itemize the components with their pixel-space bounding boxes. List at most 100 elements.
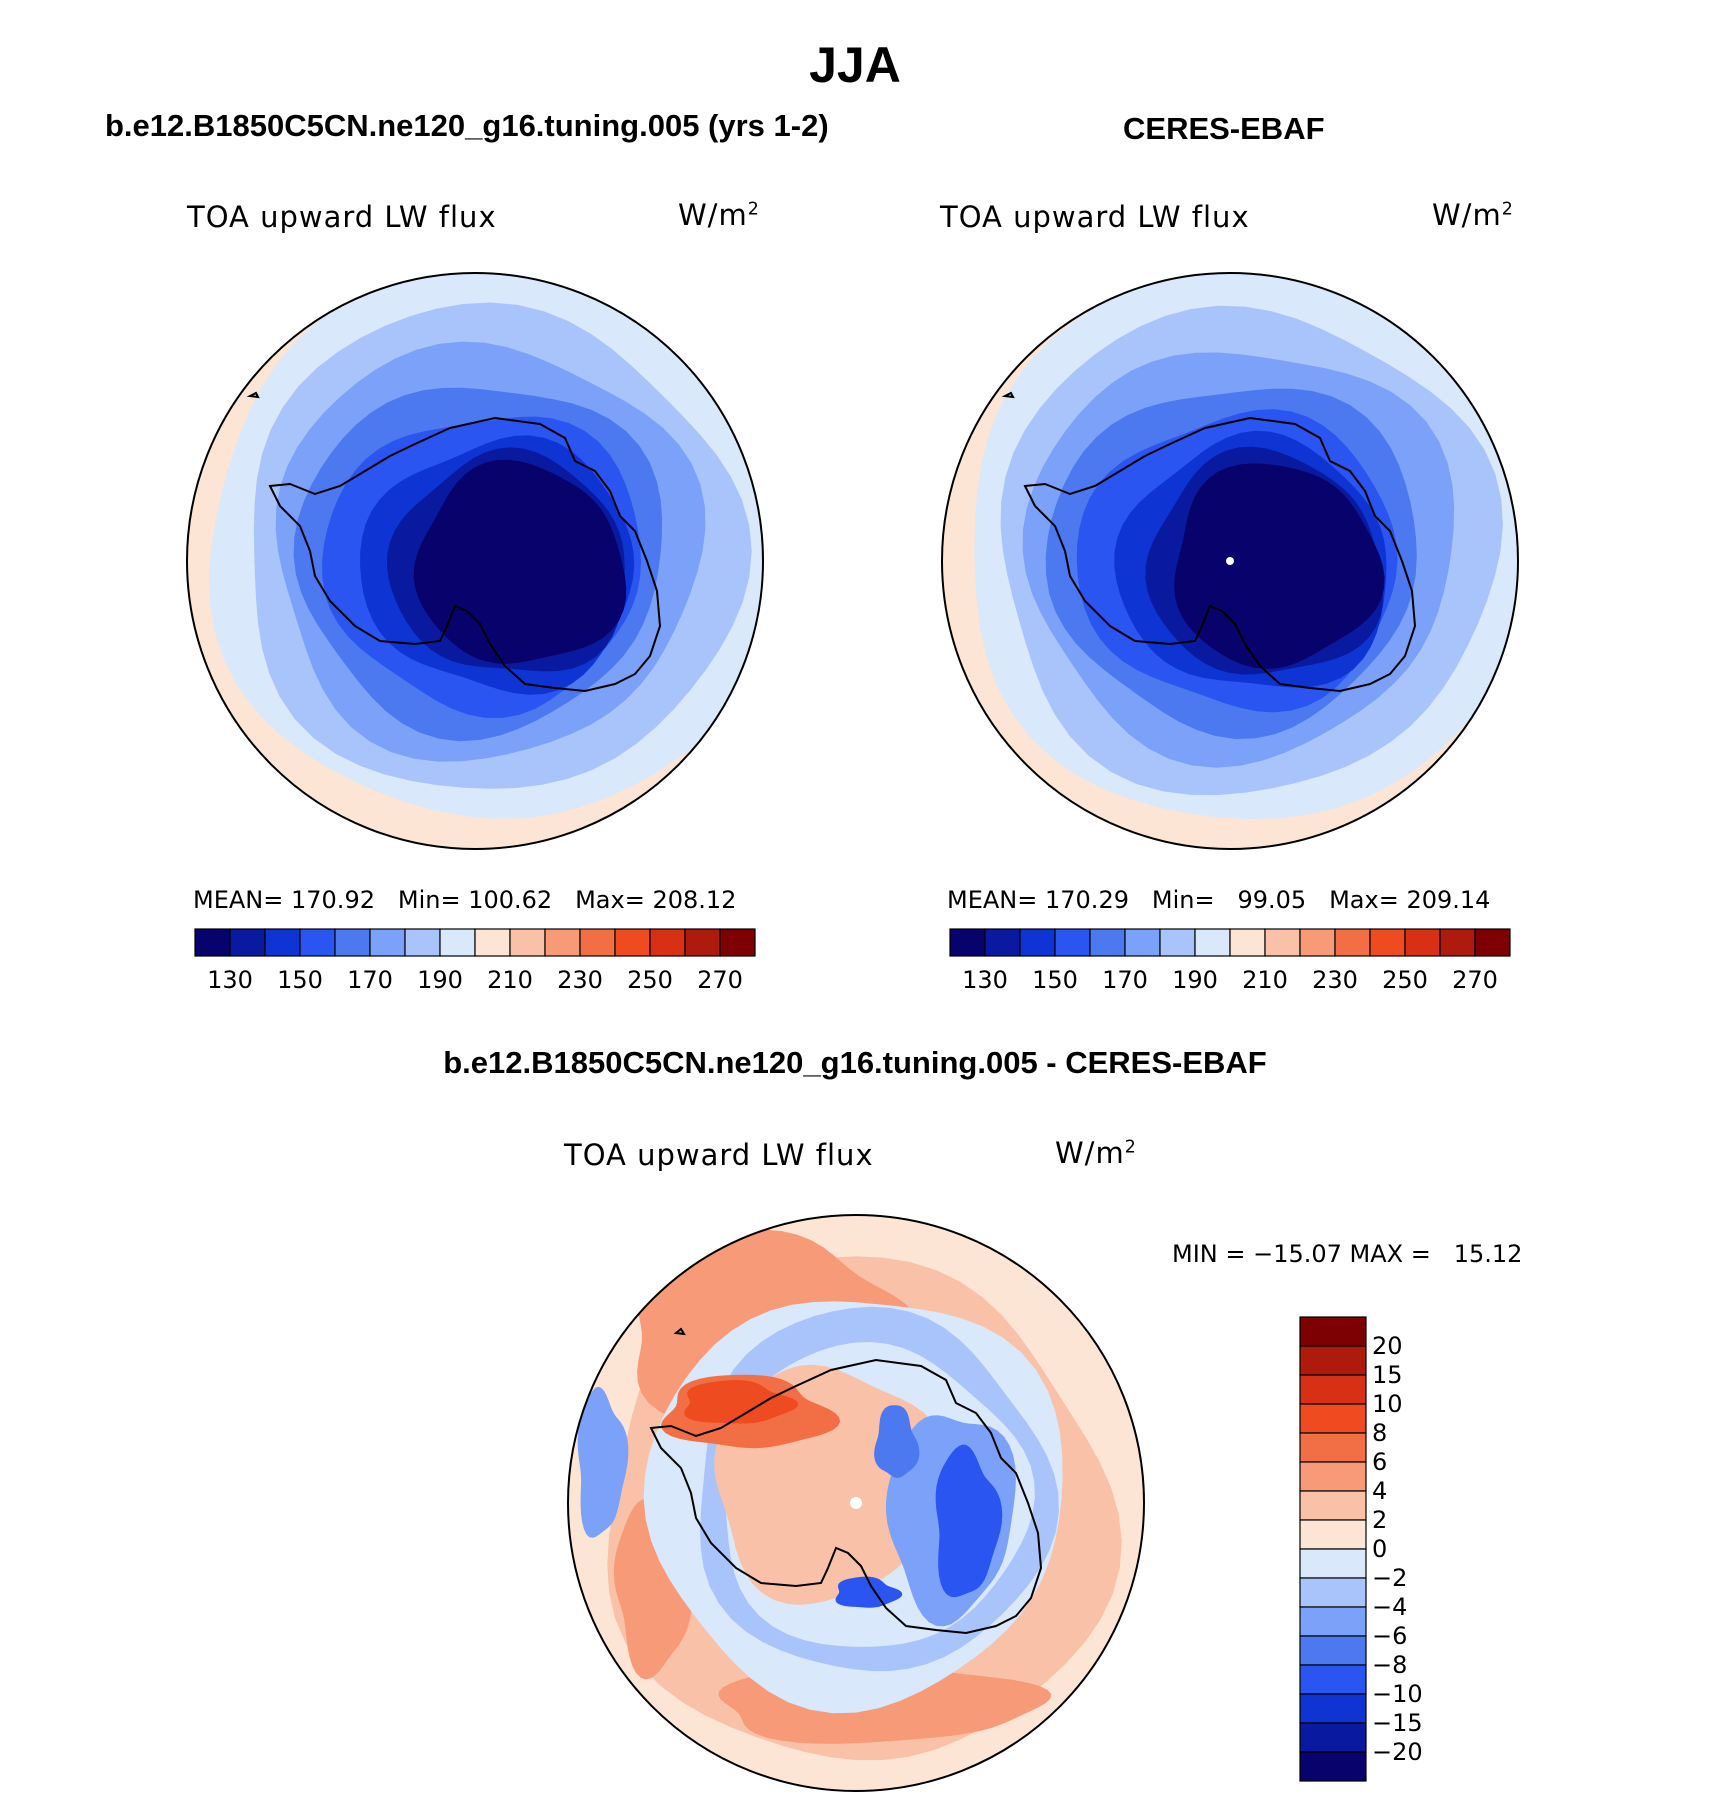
panel-3-minmax: MIN = −15.07 MAX = 15.12: [1172, 1240, 1523, 1268]
contour-band: [413, 459, 627, 664]
contour-band: [684, 1380, 799, 1424]
panel-1-polar-map: [186, 272, 764, 850]
colorbar-tick-label: −6: [1372, 1622, 1408, 1650]
panel-2-max-label: Max=: [1329, 886, 1399, 914]
panel-1-variable-label: TOA upward LW flux: [187, 200, 497, 234]
island-outline: [673, 1327, 686, 1336]
colorbar-tick-label: −15: [1372, 1709, 1423, 1737]
colorbar-tick-label: 170: [1102, 966, 1148, 994]
colorbar-tick-label: 190: [417, 966, 463, 994]
colorbar-cell: [404, 928, 441, 957]
colorbar-cell: [194, 928, 231, 957]
colorbar-tick-label: −2: [1372, 1564, 1408, 1592]
panel-3-units: W/m2: [1055, 1136, 1137, 1170]
colorbar-cell: [1194, 928, 1231, 957]
map-boundary-circle: [186, 272, 764, 850]
colorbar-cell: [509, 928, 546, 957]
colorbar-cell: [1299, 1490, 1367, 1521]
panel-3-colorbar: [1299, 1316, 1367, 1782]
map-boundary-circle: [941, 272, 1519, 850]
island-outline: [1001, 391, 1015, 399]
colorbar-cell: [1299, 928, 1336, 957]
colorbar-cell: [1089, 928, 1126, 957]
colorbar-cell: [1299, 1693, 1367, 1724]
panel-2-variable-label: TOA upward LW flux: [940, 200, 1250, 234]
colorbar-tick-label: 170: [347, 966, 393, 994]
colorbar-tick-label: 150: [1032, 966, 1078, 994]
colorbar-cell: [369, 928, 406, 957]
colorbar-tick-label: 210: [1242, 966, 1288, 994]
panel-2-header: CERES-EBAF: [1123, 111, 1325, 146]
panel-2-max-value: 209.14: [1406, 886, 1491, 914]
panel-1-units: W/m2: [678, 198, 760, 232]
panel-1-max-label: Max=: [575, 886, 645, 914]
colorbar-cell: [264, 928, 301, 957]
map-fill: [942, 273, 1518, 849]
colorbar-cell: [474, 928, 511, 957]
south-america-outline: [191, 450, 201, 476]
map-boundary-circle: [567, 1214, 1145, 1792]
colorbar-cell: [1299, 1432, 1367, 1463]
antarctica-coastline: [1023, 416, 1417, 693]
colorbar-tick-label: 15: [1372, 1361, 1403, 1389]
colorbar-cell: [1369, 928, 1406, 957]
colorbar-tick-label: 210: [487, 966, 533, 994]
colorbar-tick-label: −20: [1372, 1738, 1423, 1766]
contour-band: [577, 1386, 629, 1538]
colorbar-tick-label: 190: [1172, 966, 1218, 994]
panel-1-colorbar: [194, 928, 756, 957]
panel-1-stats: MEAN= 170.92 Min= 100.62 Max= 208.12: [193, 886, 736, 914]
colorbar-cell: [1404, 928, 1441, 957]
colorbar-tick-label: 6: [1372, 1448, 1388, 1476]
contour-band: [935, 1444, 1003, 1598]
colorbar-tick-label: 10: [1372, 1390, 1403, 1418]
panel-1-min-label: Min=: [397, 886, 461, 914]
colorbar-cell: [1019, 928, 1056, 957]
panel-2-stats: MEAN= 170.29 Min= 99.05 Max= 209.14: [947, 886, 1490, 914]
panel-3-polar-map: [567, 1214, 1145, 1792]
colorbar-cell: [439, 928, 476, 957]
colorbar-cell: [1299, 1577, 1367, 1608]
panel-2-units: W/m2: [1432, 198, 1514, 232]
contour-band: [874, 1405, 920, 1478]
panel-3-header: b.e12.B1850C5CN.ne120_g16.tuning.005 - C…: [443, 1045, 1267, 1080]
colorbar-cell: [1299, 1403, 1367, 1434]
panel-2-mean-value: 170.29: [1045, 886, 1129, 914]
colorbar-tick-label: −8: [1372, 1651, 1408, 1679]
colorbar-tick-label: −4: [1372, 1593, 1408, 1621]
colorbar-cell: [1334, 928, 1371, 957]
colorbar-cell: [229, 928, 266, 957]
colorbar-cell: [1439, 928, 1476, 957]
colorbar-cell: [1124, 928, 1161, 957]
colorbar-cell: [1054, 928, 1091, 957]
colorbar-cell: [334, 928, 371, 957]
colorbar-tick-label: 8: [1372, 1419, 1388, 1447]
island-outline: [246, 391, 260, 399]
colorbar-cell: [1299, 1606, 1367, 1637]
colorbar-tick-label: 150: [277, 966, 323, 994]
colorbar-cell: [614, 928, 651, 957]
colorbar-tick-label: −10: [1372, 1680, 1423, 1708]
map-fill: [187, 273, 763, 849]
colorbar-tick-label: 20: [1372, 1332, 1403, 1360]
colorbar-cell: [1159, 928, 1196, 957]
colorbar-cell: [579, 928, 616, 957]
colorbar-cell: [1299, 1722, 1367, 1753]
antarctica-coastline: [649, 1358, 1043, 1635]
colorbar-tick-label: 0: [1372, 1535, 1388, 1563]
panel-1-max-value: 208.12: [652, 886, 737, 914]
panel-3-variable-label: TOA upward LW flux: [564, 1138, 874, 1172]
colorbar-cell: [1474, 928, 1511, 957]
colorbar-cell: [1264, 928, 1301, 957]
colorbar-tick-label: 130: [962, 966, 1008, 994]
colorbar-cell: [684, 928, 721, 957]
colorbar-cell: [1299, 1345, 1367, 1376]
antarctica-coastline: [268, 416, 662, 693]
panel-2-mean-label: MEAN=: [947, 886, 1038, 914]
colorbar-tick-label: 250: [1382, 966, 1428, 994]
colorbar-tick-label: 230: [1312, 966, 1358, 994]
colorbar-cell: [1299, 1635, 1367, 1666]
colorbar-cell: [1299, 1548, 1367, 1579]
colorbar-cell: [544, 928, 581, 957]
colorbar-cell: [949, 928, 986, 957]
